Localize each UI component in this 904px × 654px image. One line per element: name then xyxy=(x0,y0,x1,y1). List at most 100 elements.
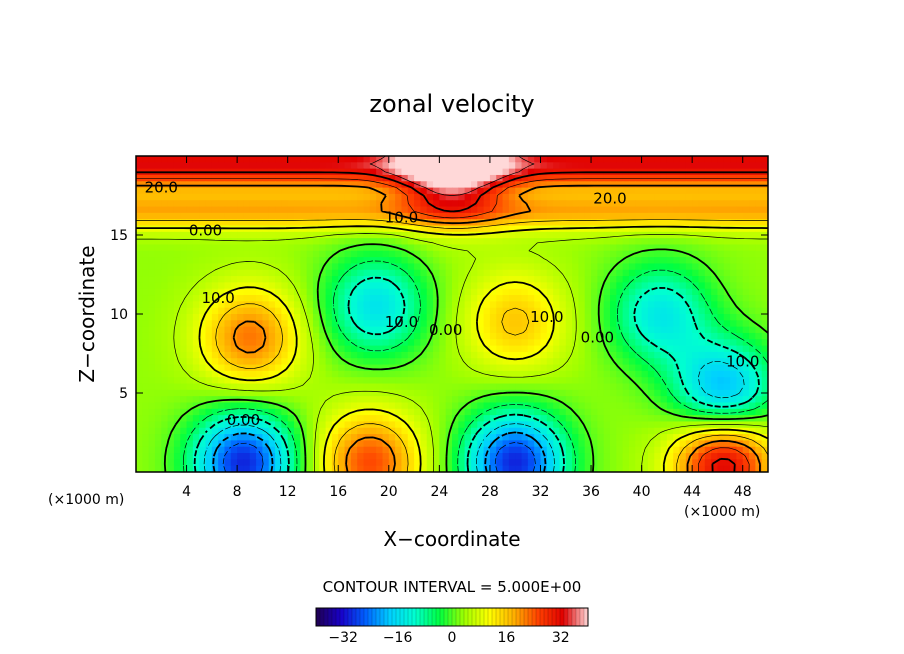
field-cell xyxy=(230,446,238,454)
field-cell xyxy=(578,459,586,467)
field-cell xyxy=(420,351,428,359)
field-cell xyxy=(300,453,308,460)
field-cell xyxy=(433,156,440,163)
field-cell xyxy=(666,332,674,340)
field-cell xyxy=(369,168,377,176)
field-cell xyxy=(660,415,668,423)
field-cell xyxy=(268,288,276,296)
field-cell xyxy=(268,282,276,290)
field-cell xyxy=(439,339,447,347)
field-cell xyxy=(508,396,516,404)
field-cell xyxy=(477,231,485,239)
field-cell xyxy=(388,257,396,265)
field-cell xyxy=(186,389,194,397)
field-cell xyxy=(553,339,561,347)
field-cell xyxy=(306,434,314,441)
field-cell xyxy=(673,301,681,309)
field-cell xyxy=(477,396,485,404)
field-cell xyxy=(654,206,662,214)
field-cell xyxy=(268,320,276,328)
field-cell xyxy=(357,174,365,182)
field-cell xyxy=(186,307,194,315)
field-cell xyxy=(281,339,289,347)
field-cell xyxy=(142,282,150,290)
field-cell xyxy=(477,244,485,252)
field-cell xyxy=(243,212,251,220)
field-cell xyxy=(173,351,181,359)
field-cell xyxy=(717,358,725,366)
field-cell xyxy=(553,269,561,277)
field-cell xyxy=(401,263,409,271)
field-cell xyxy=(666,320,674,328)
field-cell xyxy=(199,219,207,227)
field-cell xyxy=(445,301,453,309)
field-cell xyxy=(458,212,466,220)
field-cell xyxy=(711,282,719,290)
field-cell xyxy=(452,314,459,321)
field-cell xyxy=(597,345,605,353)
field-cell xyxy=(382,162,390,170)
field-cell xyxy=(142,320,150,328)
field-cell xyxy=(243,193,251,201)
field-cell xyxy=(458,225,466,233)
field-cell xyxy=(578,244,586,252)
field-cell xyxy=(755,415,763,423)
field-cell xyxy=(154,269,162,277)
field-cell xyxy=(300,339,308,347)
field-cell xyxy=(660,200,668,208)
field-cell xyxy=(679,465,687,472)
field-cell xyxy=(559,434,567,441)
field-cell xyxy=(534,206,542,214)
field-cell xyxy=(319,389,327,397)
field-cell xyxy=(268,440,276,448)
field-cell xyxy=(458,332,466,340)
field-cell xyxy=(546,358,554,366)
field-cell xyxy=(161,358,169,366)
field-cell xyxy=(306,212,314,220)
field-cell xyxy=(597,396,605,404)
field-cell xyxy=(470,364,478,372)
field-cell xyxy=(515,250,523,258)
field-cell xyxy=(654,345,662,353)
field-cell xyxy=(243,307,251,315)
field-cell xyxy=(685,200,693,208)
field-cell xyxy=(508,364,516,372)
field-cell xyxy=(730,162,737,170)
field-cell xyxy=(344,193,352,201)
field-cell xyxy=(641,263,649,271)
field-cell xyxy=(565,193,573,201)
field-cell xyxy=(527,465,535,472)
field-cell xyxy=(477,383,485,391)
field-cell xyxy=(439,288,447,296)
field-cell xyxy=(515,320,523,328)
field-cell xyxy=(597,212,605,220)
field-cell xyxy=(338,231,346,239)
field-cell xyxy=(256,370,263,378)
field-cell xyxy=(597,427,605,435)
field-cell xyxy=(546,168,554,176)
field-cell xyxy=(338,440,346,448)
field-cell xyxy=(199,326,207,334)
field-cell xyxy=(312,307,320,315)
field-cell xyxy=(698,408,706,416)
field-cell xyxy=(338,288,346,296)
field-cell xyxy=(508,326,516,334)
field-cell xyxy=(660,206,668,214)
field-cell xyxy=(755,193,763,201)
field-cell xyxy=(224,282,232,290)
field-cell xyxy=(565,238,573,246)
field-cell xyxy=(173,320,181,328)
field-cell xyxy=(470,351,478,359)
field-cell xyxy=(698,231,706,239)
field-cell xyxy=(350,377,358,385)
field-cell xyxy=(578,288,586,296)
field-cell xyxy=(572,446,579,454)
field-cell xyxy=(692,345,700,353)
field-cell xyxy=(647,383,655,391)
field-cell xyxy=(717,459,725,467)
field-cell xyxy=(578,187,586,195)
field-cell xyxy=(199,377,207,385)
field-cell xyxy=(382,314,390,321)
field-cell xyxy=(173,193,181,201)
field-cell xyxy=(591,440,598,448)
